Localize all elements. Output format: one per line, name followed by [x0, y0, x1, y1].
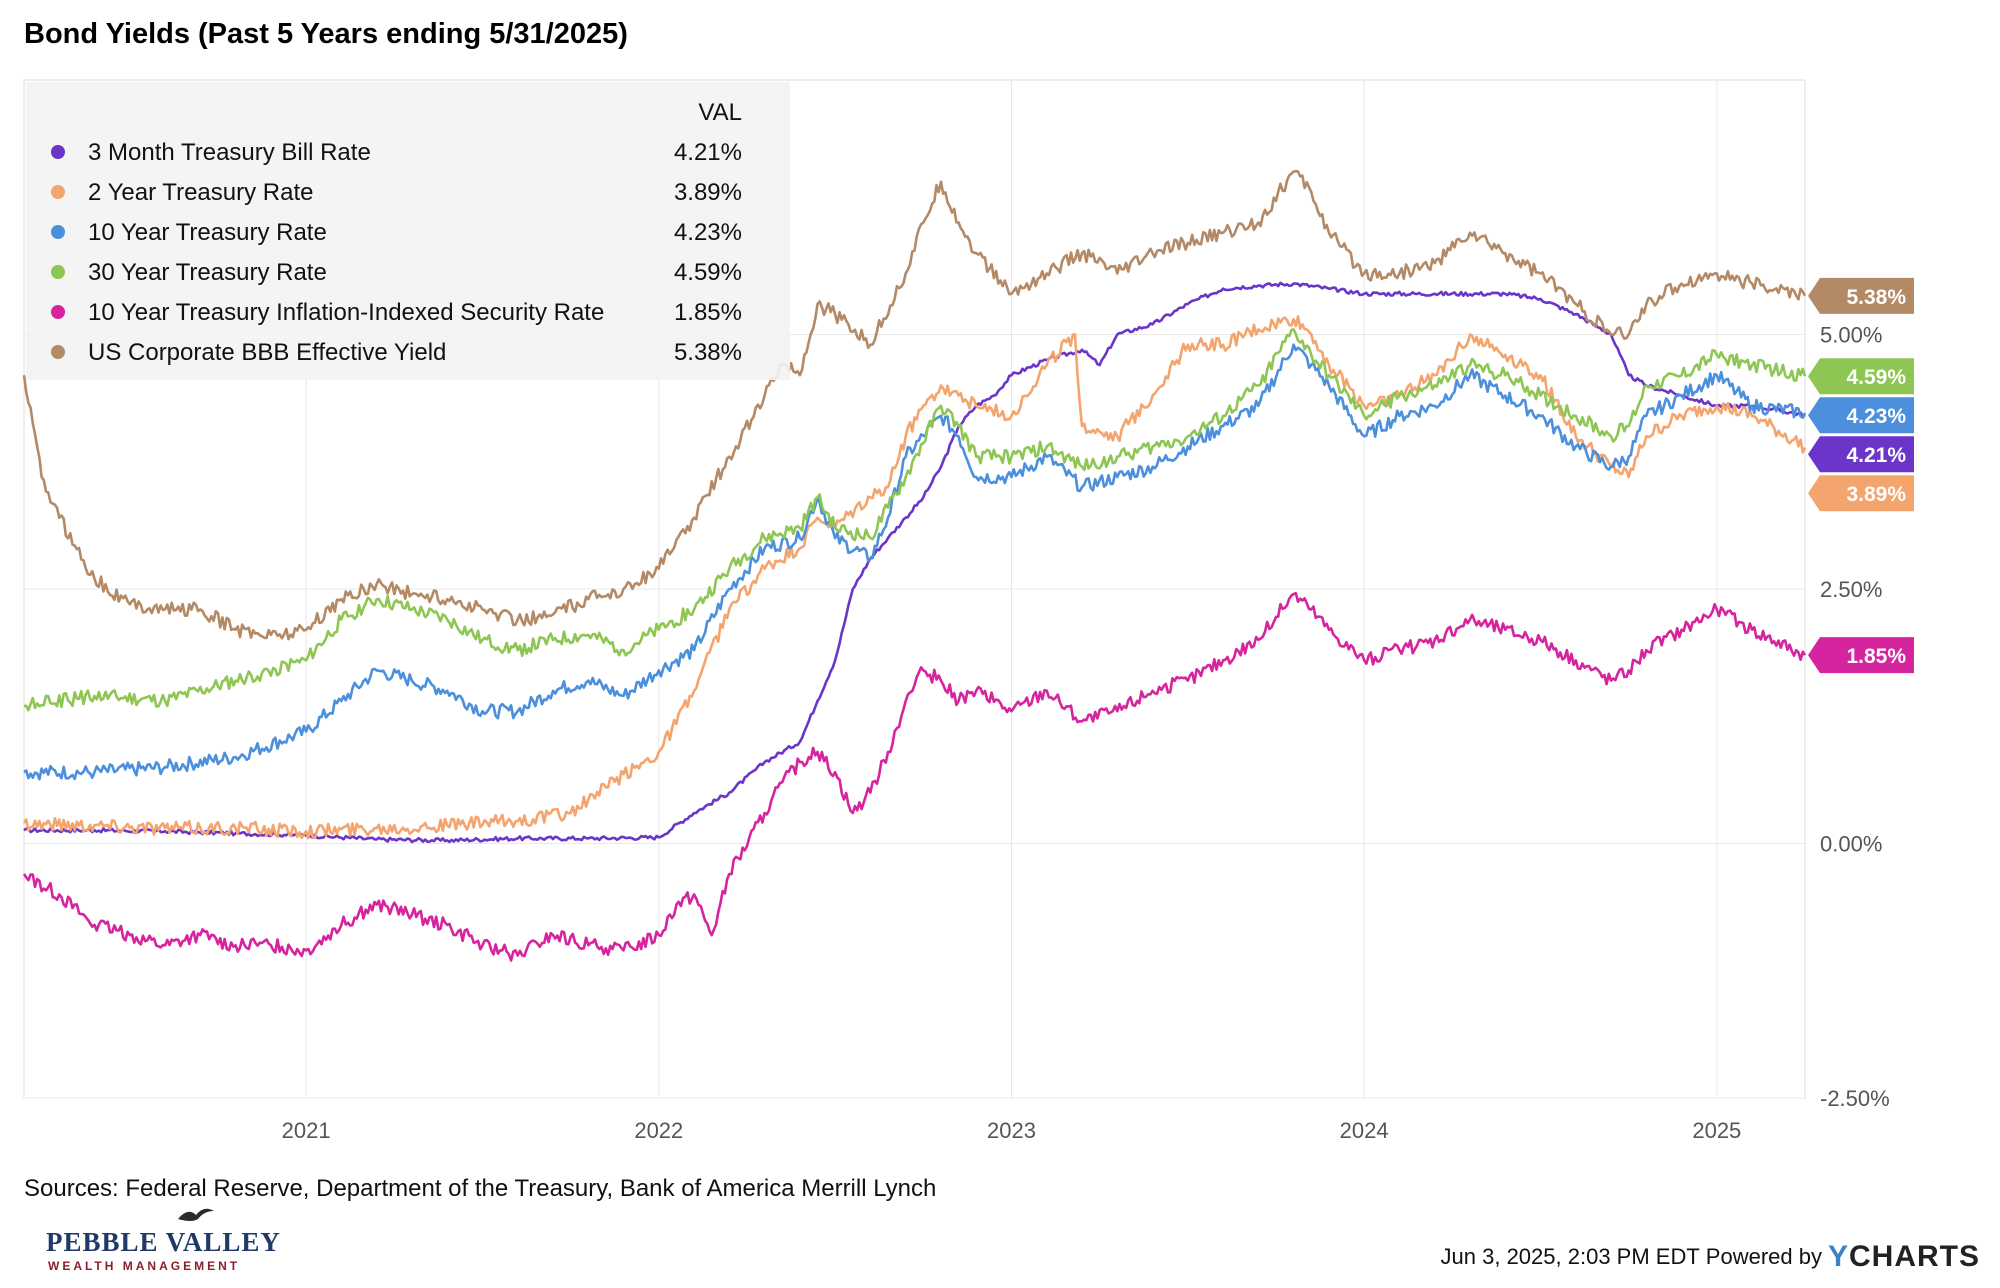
value-tag-1	[1808, 475, 1914, 512]
legend-label-4: 10 Year Treasury Inflation-Indexed Secur…	[88, 299, 604, 326]
x-tick-label-2021: 2021	[282, 1118, 331, 1143]
x-tick-label-2024: 2024	[1340, 1118, 1389, 1143]
value-tag-5	[1808, 277, 1914, 314]
x-axis: 2021 2022 2023 2024 2025	[282, 1118, 1742, 1143]
grid	[24, 80, 1805, 1099]
value-tag-label-0: 4.21%	[1846, 444, 1906, 467]
ycharts-logo[interactable]: YCHARTS	[1827, 1240, 1980, 1273]
series-line-2	[23, 343, 1807, 781]
series-line-3	[23, 328, 1807, 712]
legend-box	[26, 82, 790, 380]
legend-value-1: 3.89%	[674, 179, 742, 206]
legend-label-2: 10 Year Treasury Rate	[88, 219, 327, 246]
value-tag-label-5: 5.38%	[1846, 286, 1906, 309]
sources-note: Sources: Federal Reserve, Department of …	[24, 1175, 937, 1202]
legend-label-0: 3 Month Treasury Bill Rate	[88, 139, 371, 166]
x-tick-label-2025: 2025	[1692, 1118, 1741, 1143]
legend-label-3: 30 Year Treasury Rate	[88, 259, 327, 286]
value-tags: 5.38% 4.59% 4.23% 4.21% 3.89% 1.85%	[1808, 277, 1914, 674]
footer: Jun 3, 2025, 2:03 PM EDT Powered by YCHA…	[1441, 1240, 1980, 1274]
y-tick-label-0: -2.50%	[1820, 1086, 1890, 1111]
value-tag-4	[1808, 637, 1914, 674]
legend-marker-1	[51, 185, 65, 199]
legend-value-3: 4.59%	[674, 259, 742, 286]
y-tick-label-1: 0.00%	[1820, 832, 1882, 857]
series-line-4	[22, 591, 1807, 962]
series-line-0	[23, 281, 1806, 844]
logo-subtitle: WEALTH MANAGEMENT	[48, 1259, 241, 1273]
legend-marker-3	[51, 265, 65, 279]
legend: VAL 3 Month Treasury Bill Rate 4.21% 2 Year…	[26, 82, 790, 380]
series-line-1	[22, 315, 1807, 840]
bond-yields-chart: VAL 3 Month Treasury Bill Rate 4.21% 2 Year…	[22, 79, 1914, 1143]
value-tag-label-1: 3.89%	[1846, 483, 1906, 506]
y-tick-label-3: 5.00%	[1820, 323, 1882, 348]
value-tag-label-2: 4.23%	[1846, 405, 1906, 428]
company-logo: PEBBLE VALLEY WEALTH MANAGEMENT	[46, 1205, 296, 1275]
legend-value-5: 5.38%	[674, 339, 742, 366]
legend-value-2: 4.23%	[674, 219, 742, 246]
value-tag-label-3: 4.59%	[1846, 366, 1906, 389]
logo-name: PEBBLE VALLEY	[46, 1227, 281, 1257]
legend-marker-5	[51, 345, 65, 359]
legend-marker-4	[51, 305, 65, 319]
series-line-5	[22, 169, 1807, 641]
value-tag-2	[1808, 397, 1914, 434]
x-tick-label-2022: 2022	[634, 1118, 683, 1143]
value-tag-label-4: 1.85%	[1846, 645, 1906, 668]
value-tag-0	[1808, 436, 1914, 473]
x-tick-label-2023: 2023	[987, 1118, 1036, 1143]
legend-label-5: US Corporate BBB Effective Yield	[88, 339, 446, 366]
legend-header: VAL	[698, 99, 742, 126]
legend-label-1: 2 Year Treasury Rate	[88, 179, 313, 206]
powered-by: Powered by	[1705, 1244, 1822, 1269]
timestamp: Jun 3, 2025, 2:03 PM EDT	[1440, 1244, 1700, 1269]
value-tag-3	[1808, 358, 1914, 395]
y-tick-label-2: 2.50%	[1820, 577, 1882, 602]
y-axis: -2.50% 0.00% 2.50% 5.00%	[1820, 323, 1890, 1112]
legend-value-0: 4.21%	[674, 139, 742, 166]
legend-marker-0	[51, 145, 65, 159]
series-lines	[22, 169, 1807, 962]
legend-value-4: 1.85%	[674, 299, 742, 326]
page-title: Bond Yields (Past 5 Years ending 5/31/20…	[24, 18, 628, 50]
bird-icon	[178, 1208, 214, 1221]
legend-marker-2	[51, 225, 65, 239]
